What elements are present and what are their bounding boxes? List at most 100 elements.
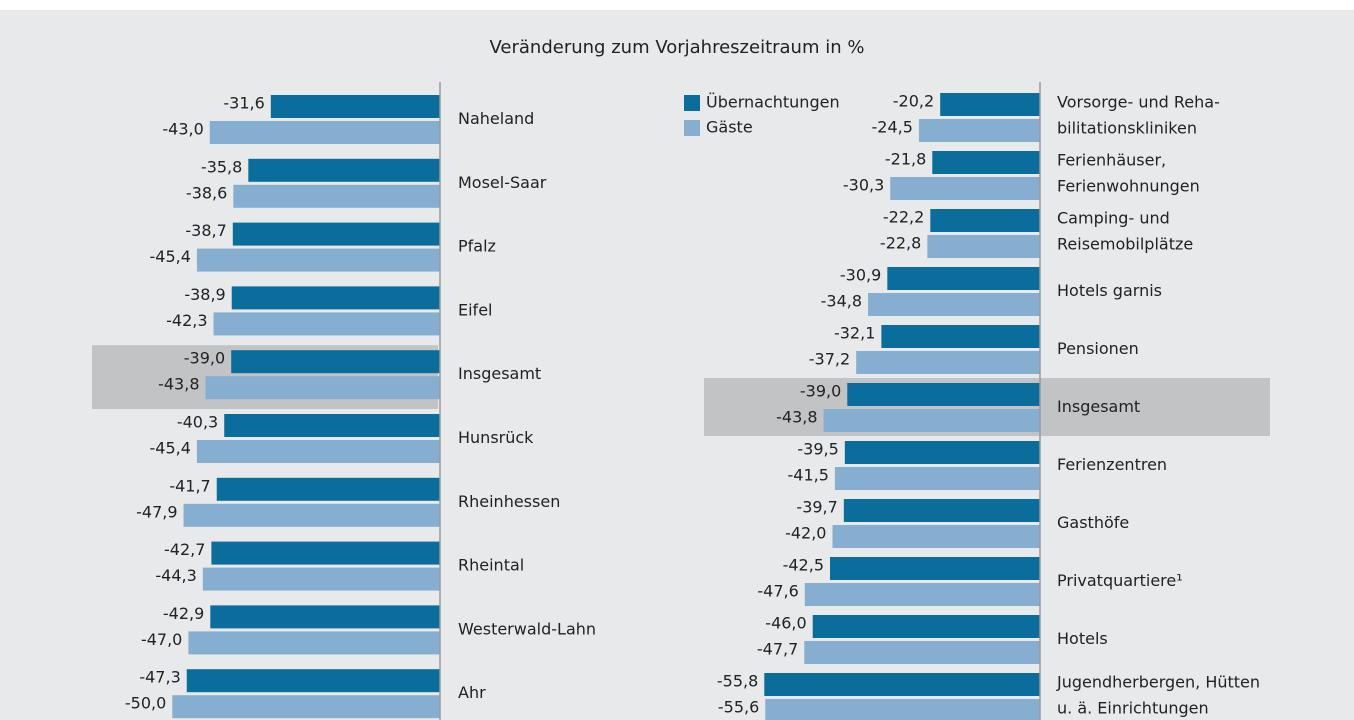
- bar: [887, 267, 1040, 290]
- bar: [930, 209, 1040, 232]
- legend-label: Übernachtungen: [706, 93, 840, 112]
- category-label: Camping- und: [1057, 209, 1170, 228]
- category-label: Hunsrück: [458, 428, 534, 447]
- bar: [804, 583, 1040, 606]
- value-label: -46,0: [765, 614, 806, 633]
- bar: [932, 151, 1040, 174]
- bar: [216, 477, 440, 501]
- bar: [832, 525, 1040, 548]
- category-label: Rheintal: [458, 556, 524, 575]
- value-label: -38,6: [186, 183, 227, 202]
- value-label: -43,8: [776, 408, 817, 427]
- bar: [804, 641, 1040, 664]
- value-label: -40,3: [177, 413, 218, 432]
- value-label: -47,6: [757, 582, 798, 601]
- value-label: -20,2: [893, 92, 934, 111]
- legend-label: Gäste: [706, 118, 753, 137]
- category-label: bilitationskliniken: [1057, 119, 1197, 138]
- bar: [172, 695, 441, 719]
- bar: [856, 351, 1040, 374]
- bar: [188, 631, 440, 655]
- bar: [210, 605, 440, 629]
- bar: [224, 414, 440, 437]
- value-label: -42,3: [166, 311, 207, 330]
- bar: [764, 673, 1040, 696]
- value-label: -38,7: [185, 221, 226, 240]
- value-label: -45,4: [150, 247, 191, 266]
- bar: [834, 467, 1040, 490]
- bar: [231, 286, 440, 310]
- value-label: -45,4: [150, 439, 191, 458]
- value-label: -42,9: [163, 604, 204, 623]
- value-label: -43,8: [158, 375, 199, 394]
- category-label: Hotels: [1057, 629, 1108, 648]
- bar: [186, 669, 440, 693]
- value-label: -39,0: [184, 349, 225, 368]
- value-label: -47,3: [139, 668, 180, 687]
- category-label: Pfalz: [458, 237, 496, 256]
- category-label: Ferienhäuser,: [1057, 151, 1166, 170]
- category-label: Rheinhessen: [458, 492, 560, 511]
- category-label: Eifel: [458, 300, 492, 319]
- bar: [233, 184, 440, 208]
- bar: [830, 557, 1040, 580]
- category-label: Vorsorge- und Reha-: [1057, 93, 1220, 112]
- value-label: -31,6: [223, 94, 264, 113]
- value-label: -39,0: [800, 382, 841, 401]
- bar: [927, 235, 1040, 258]
- category-label: Gasthöfe: [1057, 513, 1129, 532]
- bar: [843, 499, 1040, 522]
- category-label: u. ä. Einrichtungen: [1057, 699, 1209, 718]
- bar: [940, 93, 1040, 116]
- category-label: Jugendherbergen, Hütten: [1056, 673, 1260, 692]
- bar: [196, 440, 440, 463]
- value-label: -42,0: [785, 524, 826, 543]
- value-label: -43,0: [162, 120, 203, 139]
- value-label: -21,8: [885, 150, 926, 169]
- category-label: Ahr: [458, 683, 486, 702]
- value-label: -47,7: [757, 640, 798, 659]
- legend-swatch: [684, 95, 700, 111]
- value-label: -55,8: [717, 672, 758, 691]
- bar: [847, 383, 1040, 406]
- value-label: -50,0: [125, 694, 166, 713]
- category-label: Hotels garnis: [1057, 281, 1162, 300]
- bar: [765, 699, 1040, 720]
- value-label: -39,5: [797, 440, 838, 459]
- bar: [868, 293, 1040, 316]
- bar: [844, 441, 1040, 464]
- value-label: -41,7: [169, 476, 210, 495]
- category-label: Pensionen: [1057, 339, 1139, 358]
- bar: [918, 119, 1040, 142]
- category-label: Insgesamt: [458, 364, 541, 383]
- bar: [202, 567, 440, 591]
- value-label: -22,8: [880, 234, 921, 253]
- value-label: -22,2: [883, 208, 924, 227]
- value-label: -47,0: [141, 630, 182, 649]
- value-label: -35,8: [201, 157, 242, 176]
- bar: [211, 541, 440, 565]
- bar: [248, 158, 440, 182]
- bar: [183, 503, 440, 527]
- value-label: -30,9: [840, 266, 881, 285]
- bar: [812, 615, 1040, 638]
- category-label: Westerwald-Lahn: [458, 619, 596, 638]
- category-label: Ferienwohnungen: [1057, 177, 1200, 196]
- bar: [209, 121, 440, 144]
- category-label: Privatquartiere¹: [1057, 571, 1183, 590]
- value-label: -42,5: [783, 556, 824, 575]
- value-label: -32,1: [834, 324, 875, 343]
- value-label: -42,7: [164, 540, 205, 559]
- legend-swatch: [684, 120, 700, 136]
- chart-title: Veränderung zum Vorjahreszeitraum in %: [490, 37, 865, 58]
- value-label: -44,3: [155, 566, 196, 585]
- bar: [213, 312, 440, 336]
- bar: [205, 376, 440, 400]
- bar: [881, 325, 1040, 348]
- value-label: -41,5: [788, 466, 829, 485]
- value-label: -37,2: [809, 350, 850, 369]
- category-label: Insgesamt: [1057, 397, 1140, 416]
- bar: [823, 409, 1040, 432]
- category-label: Ferienzentren: [1057, 455, 1167, 474]
